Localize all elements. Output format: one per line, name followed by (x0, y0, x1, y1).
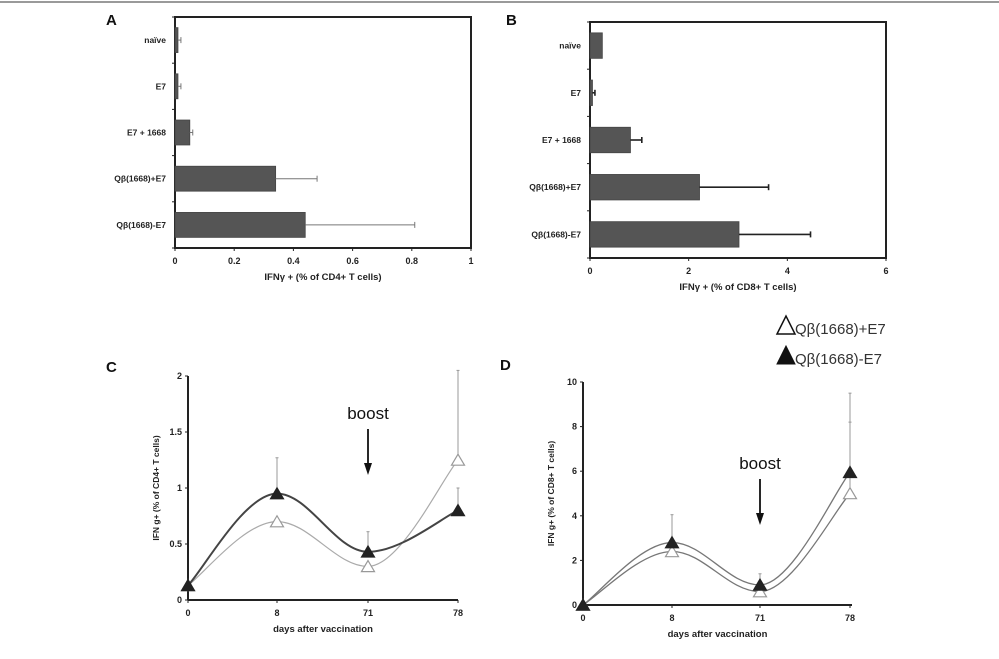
category-label: E7 (571, 88, 582, 98)
boost-arrow-head (756, 513, 764, 525)
boost-annotation: boost (347, 404, 389, 423)
x-tick-label: 0.4 (287, 256, 300, 266)
legend: Qβ(1668)+E7 Qβ(1668)-E7 (775, 314, 886, 368)
top-rule (0, 1, 999, 3)
bar (174, 165, 277, 192)
open-triangle-marker (842, 486, 858, 500)
category-label: naïve (559, 41, 581, 51)
y-axis-label: IFN g+ (% of CD8+ T cells) (546, 441, 556, 546)
category-label: Qβ(1668)+E7 (529, 182, 581, 192)
panel-letter-c: C (106, 359, 117, 376)
open-triangle-marker (450, 452, 466, 466)
x-tick-label: 0.2 (228, 256, 241, 266)
category-label: Qβ(1668)-E7 (531, 229, 581, 239)
series-line-open (187, 459, 459, 586)
open-triangle-marker (360, 559, 376, 573)
x-axis-label: IFNγ + (% of CD8+ T cells) (679, 282, 796, 293)
y-tick-label: 10 (567, 377, 577, 387)
legend-open-triangle-icon (775, 314, 797, 335)
filled-triangle-marker (752, 577, 768, 591)
filled-triangle-marker (575, 597, 591, 611)
x-tick-label: 78 (453, 608, 463, 618)
x-tick-label: 0 (580, 613, 585, 623)
bar (589, 32, 603, 59)
y-tick-label: 1 (177, 483, 182, 493)
bar (174, 73, 179, 100)
panel-letter-a: A (106, 12, 117, 29)
open-triangle-marker (664, 544, 680, 558)
series-line-open (582, 493, 851, 606)
open-triangle-marker (752, 584, 768, 598)
x-tick-label: 78 (845, 613, 855, 623)
x-tick-label: 0 (172, 256, 177, 266)
legend-label-filled: Qβ(1668)-E7 (795, 351, 882, 368)
bar (589, 221, 740, 248)
legend-filled-triangle-icon (776, 344, 796, 365)
bar (174, 119, 191, 146)
x-tick-label: 0.8 (406, 256, 419, 266)
y-tick-label: 1.5 (169, 427, 182, 437)
x-axis-label: days after vaccination (668, 629, 768, 640)
category-label: naïve (144, 35, 166, 45)
panel-d-line-chart: 0 2 4 6 8 10 0 8 71 78 days after vaccination IFN g… (546, 377, 858, 640)
boost-annotation: boost (739, 454, 781, 473)
y-tick-label: 6 (572, 466, 577, 476)
y-tick-label: 0 (572, 600, 577, 610)
panel-c-line-chart: 0 0.5 1 1.5 2 0 8 71 78 days after vaccination IFN… (151, 369, 466, 635)
panel-letter-d: D (500, 357, 511, 374)
filled-triangle-marker (842, 465, 858, 479)
x-tick-label: 8 (669, 613, 674, 623)
bar (174, 212, 306, 238)
x-axis-label: days after vaccination (273, 624, 373, 635)
open-triangle-marker (269, 514, 285, 528)
filled-triangle-marker (180, 578, 196, 592)
category-label: E7 (156, 81, 167, 91)
x-tick-label: 4 (785, 266, 790, 276)
x-tick-label: 6 (883, 266, 888, 276)
x-axis-label: IFNγ + (% of CD4+ T cells) (264, 272, 381, 283)
y-tick-label: 2 (572, 555, 577, 565)
x-tick-label: 1 (468, 256, 473, 266)
category-label: E7 + 1668 (542, 135, 581, 145)
y-tick-label: 8 (572, 422, 577, 432)
category-label: Qβ(1668)-E7 (116, 220, 166, 230)
bar (589, 174, 700, 201)
x-tick-label: 8 (274, 608, 279, 618)
category-label: Qβ(1668)+E7 (114, 174, 166, 184)
panel-letter-b: B (506, 12, 517, 29)
x-tick-label: 0 (587, 266, 592, 276)
panel-b-bar-chart: naïve E7 E7 + 1668 Qβ(1668)+E7 Qβ(1668)-E7 0 2… (529, 21, 889, 293)
series-line-filled (582, 471, 851, 606)
y-tick-label: 4 (572, 511, 577, 521)
y-tick-label: 2 (177, 371, 182, 381)
x-tick-label: 71 (363, 608, 373, 618)
panel-a-bar-chart: naïve E7 E7 + 1668 Qβ(1668)+E7 Qβ(1668)-E7 0 0… (114, 16, 474, 283)
y-tick-label: 0.5 (169, 539, 182, 549)
series-line-filled (187, 492, 459, 587)
boost-arrow-head (364, 463, 372, 475)
filled-triangle-marker (269, 486, 285, 500)
filled-triangle-marker (360, 544, 376, 558)
filled-triangle-marker (450, 503, 466, 517)
category-label: E7 + 1668 (127, 128, 166, 138)
bar (589, 126, 631, 154)
y-tick-label: 0 (177, 595, 182, 605)
x-tick-label: 2 (686, 266, 691, 276)
y-axis-label: IFN g+ (% of CD4+ T cells) (151, 435, 161, 540)
bar (589, 79, 593, 106)
x-tick-label: 0 (185, 608, 190, 618)
filled-triangle-marker (664, 535, 680, 549)
legend-label-open: Qβ(1668)+E7 (795, 321, 886, 338)
bar (174, 27, 179, 53)
x-tick-label: 71 (755, 613, 765, 623)
x-tick-label: 0.6 (346, 256, 359, 266)
